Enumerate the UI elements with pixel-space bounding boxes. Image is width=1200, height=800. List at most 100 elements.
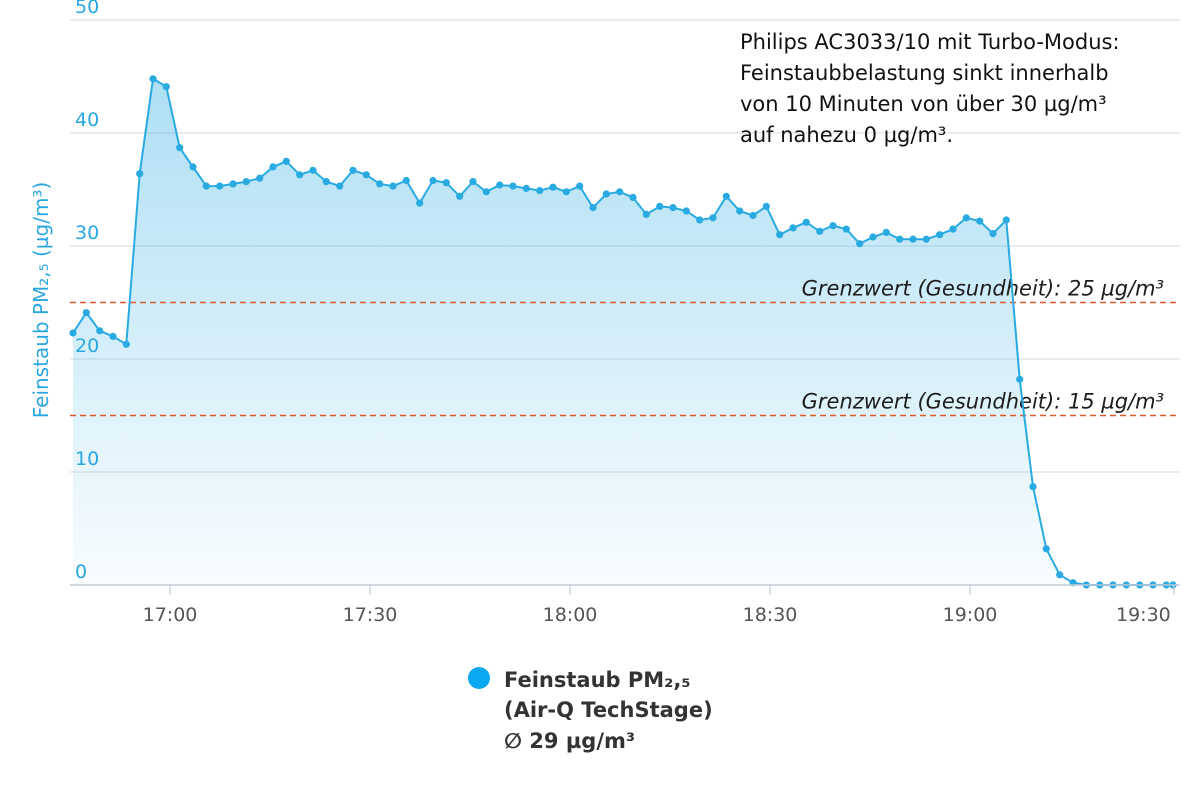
data-point (309, 166, 317, 174)
x-tick-label: 19:30 (1116, 604, 1171, 626)
data-point (562, 188, 570, 196)
data-point (322, 178, 330, 186)
data-point (616, 188, 624, 196)
data-point (376, 180, 384, 188)
data-point (389, 182, 397, 190)
data-point (496, 181, 504, 189)
data-point (549, 183, 557, 191)
data-point (336, 182, 344, 190)
data-point (96, 327, 104, 335)
data-point (576, 182, 584, 190)
legend-average: ∅ 29 µg/m³ (504, 729, 635, 753)
data-point (522, 184, 530, 192)
data-point (189, 163, 197, 171)
y-axis-label: Feinstaub PM₂,₅ (µg/m³) (29, 182, 53, 419)
y-tick-label: 40 (75, 109, 99, 131)
data-point (402, 176, 410, 185)
data-point (202, 182, 210, 190)
data-point (736, 207, 744, 215)
x-tick-label: 17:00 (143, 604, 198, 626)
annotation-line-4: auf nahezu 0 µg/m³. (740, 123, 953, 147)
data-point (882, 228, 890, 236)
data-point (69, 329, 77, 337)
data-point (842, 225, 850, 233)
annotation-line-3: von 10 Minuten von über 30 µg/m³ (740, 92, 1107, 116)
data-point (456, 192, 464, 200)
data-point (629, 193, 637, 201)
data-point (656, 202, 664, 210)
x-axis-ticks: 17:00 17:30 18:00 18:30 19:00 19:30 (143, 585, 1175, 626)
data-point (789, 224, 797, 232)
series-points (69, 75, 1177, 589)
legend[interactable]: Feinstaub PM₂,₅ (Air-Q TechStage) ∅ 29 µ… (468, 667, 713, 753)
data-point (482, 188, 490, 196)
data-point (762, 202, 770, 210)
data-point (669, 204, 677, 212)
data-point (802, 218, 810, 226)
data-point (829, 222, 837, 230)
data-point (936, 231, 944, 239)
x-tick-label: 19:00 (943, 604, 998, 626)
data-point (469, 178, 477, 186)
data-point (136, 170, 144, 178)
data-point (162, 83, 170, 91)
data-point (709, 214, 717, 222)
data-point (229, 180, 237, 188)
data-point (536, 187, 544, 195)
data-point (589, 204, 597, 212)
data-point (896, 235, 904, 243)
data-point (869, 233, 877, 241)
data-point (989, 230, 997, 238)
data-point (122, 340, 130, 348)
data-point (82, 309, 90, 317)
data-point (296, 171, 304, 179)
data-point (282, 157, 290, 165)
data-point (949, 225, 957, 233)
data-point (216, 182, 224, 190)
data-point (1029, 483, 1037, 491)
data-point (642, 210, 650, 218)
data-point (602, 190, 610, 198)
threshold-label: Grenzwert (Gesundheit): 15 µg/m³ (802, 390, 1164, 414)
data-point (349, 166, 357, 174)
x-tick-label: 17:30 (343, 604, 398, 626)
data-point (176, 144, 184, 152)
data-point (749, 211, 757, 220)
data-point (442, 179, 450, 187)
data-point (509, 182, 517, 190)
data-point (856, 240, 864, 248)
annotation: Philips AC3033/10 mit Turbo-Modus: Feins… (740, 30, 1120, 147)
data-point (776, 231, 784, 239)
data-point (909, 235, 917, 243)
data-point (416, 199, 424, 207)
data-point (962, 214, 970, 222)
data-point (362, 171, 370, 179)
data-point (1016, 375, 1024, 383)
data-point (149, 75, 157, 83)
x-tick-label: 18:30 (743, 604, 798, 626)
threshold-lines: Grenzwert (Gesundheit): 25 µg/m³ Grenzwer… (70, 277, 1180, 417)
data-point (722, 192, 730, 200)
y-tick-label: 50 (75, 0, 99, 18)
y-tick-label: 30 (75, 222, 99, 244)
annotation-line-2: Feinstaubbelastung sinkt innerhalb (740, 61, 1109, 85)
data-point (429, 176, 437, 185)
series-area-fill (73, 78, 1173, 586)
annotation-line-1: Philips AC3033/10 mit Turbo-Modus: (740, 30, 1120, 54)
data-point (269, 163, 277, 171)
data-point (682, 207, 690, 215)
data-point (1002, 216, 1010, 224)
data-point (816, 227, 824, 235)
data-point (256, 174, 264, 182)
data-point (109, 332, 117, 340)
threshold-label: Grenzwert (Gesundheit): 25 µg/m³ (802, 277, 1164, 301)
legend-device: (Air-Q TechStage) (504, 698, 713, 722)
data-point (696, 216, 704, 224)
legend-marker (468, 667, 490, 689)
legend-series-name: Feinstaub PM₂,₅ (504, 668, 691, 692)
data-point (1042, 545, 1050, 553)
data-point (976, 217, 984, 225)
data-point (242, 178, 250, 186)
x-tick-label: 18:00 (543, 604, 598, 626)
